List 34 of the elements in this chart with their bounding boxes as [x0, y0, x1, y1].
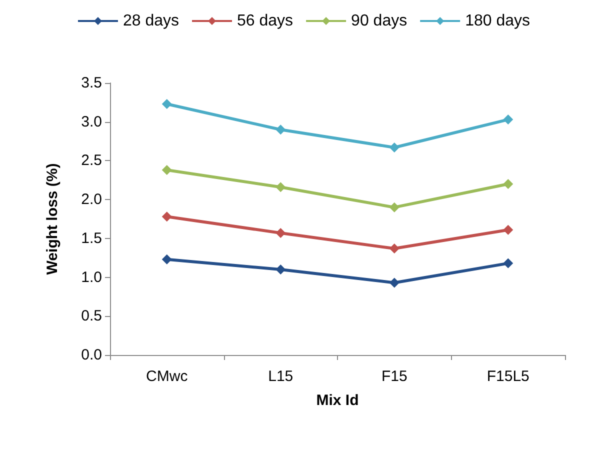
point	[276, 124, 286, 135]
point	[389, 278, 400, 288]
point	[389, 142, 400, 153]
y-tick-label: 0.5	[81, 308, 102, 325]
point	[162, 165, 172, 176]
legend-label: 90 days	[351, 12, 408, 30]
y-tick-label: 3.0	[81, 113, 102, 130]
x-tick-label: CMwc	[146, 368, 188, 385]
y-tick-label: 3.5	[81, 74, 102, 92]
point	[162, 254, 172, 264]
x-tick-label: F15	[381, 368, 408, 385]
y-axis-title: Weight loss (%)	[44, 163, 61, 275]
point	[276, 228, 286, 238]
legend-label: 28 days	[122, 12, 180, 30]
legend-label: 180 days	[465, 12, 530, 30]
x-axis-title: Mix Id	[316, 392, 359, 409]
x-tick-label: L15	[268, 368, 294, 385]
y-tick-label: 2.5	[81, 152, 102, 170]
y-tick-label: 1.0	[81, 268, 102, 286]
y-tick-label: 0.0	[81, 346, 102, 364]
point	[276, 264, 286, 275]
x-tick-label: F15L5	[486, 368, 530, 385]
point	[162, 212, 172, 222]
y-tick-label: 2.0	[81, 191, 102, 208]
point	[503, 114, 514, 125]
legend-label: 56 days	[237, 12, 294, 30]
point	[276, 182, 286, 192]
point	[389, 244, 400, 254]
point	[503, 224, 514, 235]
point	[389, 202, 400, 212]
point	[503, 258, 514, 268]
point	[162, 98, 172, 109]
point	[503, 179, 514, 190]
y-tick-label: 1.5	[81, 230, 102, 247]
